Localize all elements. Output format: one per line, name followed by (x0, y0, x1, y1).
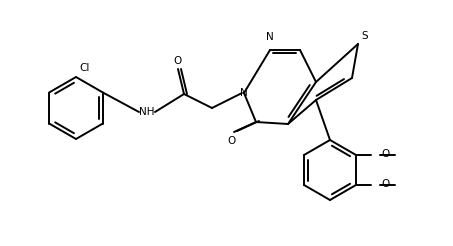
Text: O: O (174, 56, 182, 66)
Text: Cl: Cl (79, 63, 89, 73)
Text: N: N (240, 88, 248, 98)
Text: O: O (381, 179, 389, 189)
Text: O: O (381, 149, 389, 159)
Text: NH: NH (139, 107, 155, 117)
Text: S: S (361, 31, 368, 41)
Text: O: O (227, 136, 235, 146)
Text: N: N (266, 32, 274, 42)
